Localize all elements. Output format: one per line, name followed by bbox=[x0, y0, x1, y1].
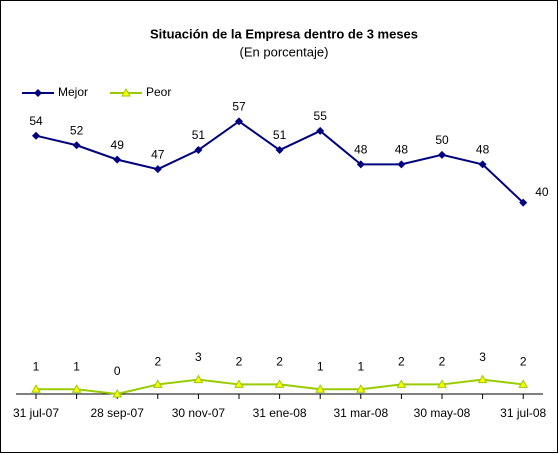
data-label: 48 bbox=[476, 143, 490, 157]
point bbox=[194, 146, 203, 155]
x-tick-label: 30 may-08 bbox=[414, 406, 471, 420]
legend-label: Mejor bbox=[58, 85, 88, 99]
data-label: 50 bbox=[435, 133, 449, 147]
point bbox=[316, 126, 325, 135]
x-tick-label: 31 jul-08 bbox=[500, 406, 546, 420]
legend-marker bbox=[34, 89, 42, 97]
data-label: 1 bbox=[73, 359, 80, 373]
point bbox=[315, 384, 326, 393]
point bbox=[152, 379, 163, 388]
x-tick-label: 31 jul-07 bbox=[13, 406, 59, 420]
point bbox=[397, 160, 406, 169]
point bbox=[518, 379, 529, 388]
data-label: 40 bbox=[535, 185, 549, 199]
data-label: 1 bbox=[357, 359, 364, 373]
data-label: 48 bbox=[395, 143, 409, 157]
point bbox=[112, 388, 123, 398]
point bbox=[275, 146, 284, 155]
point bbox=[71, 384, 82, 393]
point bbox=[235, 117, 243, 126]
data-label: 0 bbox=[114, 364, 121, 378]
point bbox=[153, 165, 162, 174]
data-label: 51 bbox=[273, 128, 287, 142]
point bbox=[32, 131, 40, 140]
legend-label: Peor bbox=[146, 85, 171, 99]
chart-title: Situación de la Empresa dentro de 3 mese… bbox=[150, 26, 418, 41]
point bbox=[274, 379, 285, 388]
point bbox=[356, 160, 365, 169]
point bbox=[438, 150, 446, 159]
point bbox=[519, 198, 528, 207]
data-label: 48 bbox=[354, 143, 368, 157]
data-label: 1 bbox=[33, 359, 40, 373]
data-label: 54 bbox=[29, 114, 43, 128]
data-label: 52 bbox=[70, 123, 84, 137]
data-label: 2 bbox=[439, 355, 446, 369]
point bbox=[113, 155, 122, 164]
data-label: 51 bbox=[192, 128, 206, 142]
point bbox=[72, 141, 81, 150]
data-label: 2 bbox=[154, 355, 161, 369]
point bbox=[478, 160, 487, 169]
data-label: 49 bbox=[111, 138, 125, 152]
point bbox=[234, 379, 244, 388]
x-tick-label: 30 nov-07 bbox=[172, 406, 226, 420]
point bbox=[193, 374, 204, 384]
x-tick-label: 31 ene-08 bbox=[253, 406, 307, 420]
point bbox=[396, 379, 407, 388]
data-label: 2 bbox=[398, 355, 405, 369]
x-tick-label: 28 sep-07 bbox=[91, 406, 145, 420]
data-label: 3 bbox=[195, 350, 202, 364]
point bbox=[355, 384, 366, 393]
point bbox=[31, 384, 41, 393]
data-label: 2 bbox=[236, 355, 243, 369]
data-label: 2 bbox=[520, 355, 527, 369]
data-label: 47 bbox=[151, 147, 165, 161]
data-label: 55 bbox=[314, 109, 328, 123]
data-label: 3 bbox=[479, 350, 486, 364]
x-tick-label: 31 mar-08 bbox=[333, 406, 388, 420]
point bbox=[437, 379, 447, 388]
data-label: 2 bbox=[276, 355, 283, 369]
data-label: 1 bbox=[317, 359, 324, 373]
data-label: 57 bbox=[232, 100, 246, 114]
point bbox=[477, 374, 488, 384]
legend-marker bbox=[121, 87, 131, 97]
chart-subtitle: (En porcentaje) bbox=[240, 44, 329, 59]
